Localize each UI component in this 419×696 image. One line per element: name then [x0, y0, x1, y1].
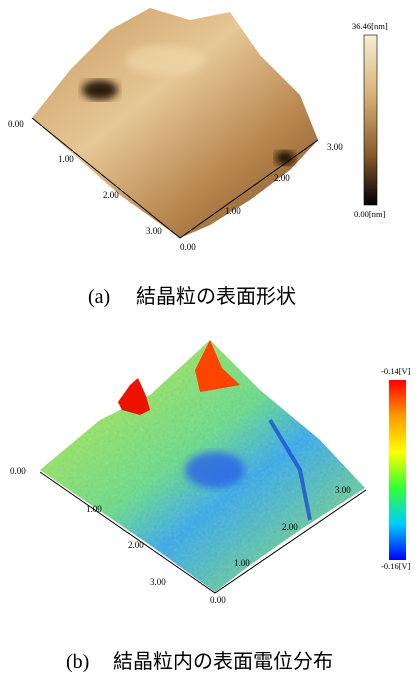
tick-label: 0.00	[210, 595, 226, 605]
tick-label: 0.00	[180, 242, 196, 252]
caption-label: (b)	[66, 651, 89, 673]
tick-label: 1.00	[86, 504, 102, 514]
caption-label: (a)	[88, 286, 110, 308]
tick-label: 1.00	[58, 154, 74, 164]
caption: 結晶粒の表面形状	[136, 285, 296, 308]
tick-label: 1.00	[225, 206, 241, 216]
colorbar	[364, 35, 377, 205]
colorbar-min: 0.00[nm]	[354, 209, 386, 219]
tick-label: 2.00	[274, 173, 290, 183]
tick-label: 0.00	[10, 466, 26, 476]
tick-label: 1.00	[234, 558, 250, 568]
panel-a: 0.00 1.00 2.00 3.00 0.00 1.00 2.00 3.00 …	[8, 8, 388, 308]
tick-label: 2.00	[282, 522, 298, 532]
colorbar-min: -0.16[V]	[381, 561, 411, 571]
surface-highlight	[125, 45, 205, 75]
tick-label: 3.00	[335, 485, 351, 495]
tick-label: 3.00	[327, 142, 343, 152]
tick-label: 2.00	[128, 540, 144, 550]
caption: 結晶粒内の表面電位分布	[113, 650, 333, 673]
colorbar-max: -0.14[V]	[381, 366, 411, 376]
surface	[32, 8, 318, 238]
surface-shade	[82, 80, 118, 100]
colorbar-max: 36.46[nm]	[352, 21, 388, 31]
colorbar	[389, 380, 406, 560]
surface-peak	[118, 378, 150, 415]
tick-label: 2.00	[103, 190, 119, 200]
figure: 0.00 1.00 2.00 3.00 0.00 1.00 2.00 3.00 …	[0, 0, 419, 691]
surface-low	[185, 452, 245, 488]
tick-label: 3.00	[146, 226, 162, 236]
page: {"panels": [ {"label": "(a)", "caption":…	[0, 0, 419, 691]
tick-label: 3.00	[150, 577, 166, 587]
tick-label: 0.00	[8, 119, 24, 129]
panel-b: 0.00 1.00 2.00 3.00 0.00 1.00 2.00 3.00 …	[10, 340, 411, 673]
